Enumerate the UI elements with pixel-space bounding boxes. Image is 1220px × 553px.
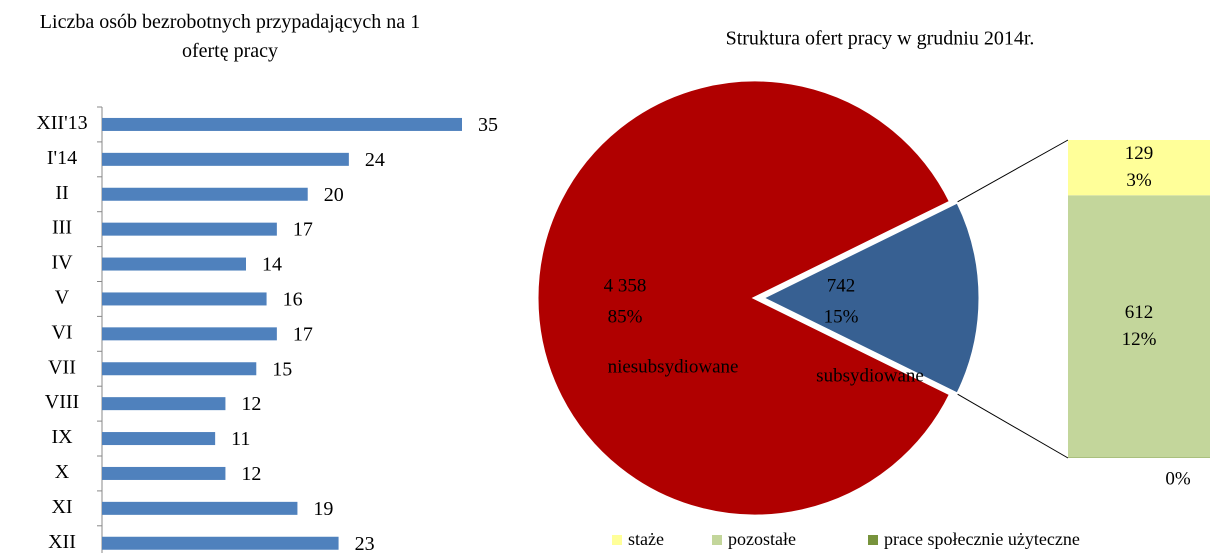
- value-label: 612: [1125, 302, 1154, 323]
- legend-label: pozostałe: [728, 529, 796, 549]
- data-label: 12: [241, 393, 261, 415]
- y-tick-label: IX: [51, 426, 73, 448]
- bar-segment: [1068, 140, 1210, 196]
- value-label: 129: [1125, 143, 1154, 164]
- bar: [102, 397, 226, 411]
- connector: [957, 393, 1069, 459]
- y-tick-label: X: [55, 461, 70, 483]
- legend-swatch: [612, 535, 622, 545]
- y-tick-label: XII'13: [36, 112, 87, 134]
- legend-swatch: [712, 535, 722, 545]
- data-label: 19: [313, 498, 333, 520]
- bar: [102, 362, 257, 376]
- bar: [102, 327, 277, 341]
- category-label: niesubsydiowane: [608, 356, 739, 377]
- value-label: 4 358: [604, 275, 647, 296]
- legend-swatch: [868, 535, 878, 545]
- y-tick-label: III: [52, 217, 72, 239]
- bar: [102, 432, 216, 446]
- data-label: 15: [272, 358, 292, 380]
- y-tick-label: IV: [51, 252, 73, 274]
- percent-label: 85%: [608, 306, 643, 327]
- connector: [957, 139, 1069, 203]
- bar: [102, 222, 277, 236]
- data-label: 23: [355, 533, 375, 553]
- data-label: 17: [293, 323, 313, 345]
- y-tick-label: V: [55, 287, 70, 309]
- data-label: 20: [324, 184, 344, 206]
- pie-slice: [758, 199, 982, 397]
- y-tick-label: VII: [48, 356, 76, 378]
- data-label: 16: [283, 289, 303, 311]
- bar: [102, 117, 462, 131]
- percent-label: 3%: [1126, 170, 1152, 191]
- legend-label: prace społecznie użyteczne: [884, 529, 1080, 549]
- bar: [102, 536, 339, 550]
- legend-label: staże: [628, 529, 664, 549]
- pie-chart-title: Struktura ofert pracy w grudniu 2014r.: [726, 28, 1035, 50]
- bar: [102, 187, 308, 201]
- data-label: 35: [478, 114, 498, 136]
- data-label: 12: [241, 463, 261, 485]
- bar-chart-title: Liczba osób bezrobotnych przypadających …: [39, 11, 421, 62]
- data-label: 17: [293, 219, 313, 241]
- percent-label: 12%: [1122, 329, 1157, 350]
- data-label: 11: [231, 428, 250, 450]
- y-tick-label: VIII: [45, 391, 79, 413]
- pie-slice: [535, 78, 953, 518]
- data-label: 14: [262, 254, 282, 276]
- bar: [102, 257, 246, 271]
- bar: [102, 466, 226, 480]
- value-label: 742: [827, 275, 856, 296]
- y-tick-label: XII: [48, 531, 76, 553]
- y-tick-label: VI: [51, 321, 72, 343]
- category-label: subsydiowane: [816, 365, 924, 386]
- percent-label: 15%: [824, 306, 859, 327]
- percent-label: 0%: [1165, 468, 1191, 489]
- y-tick-label: XI: [51, 496, 72, 518]
- y-tick-label: I'14: [47, 147, 77, 169]
- bar-segment: [1068, 195, 1210, 458]
- bar: [102, 152, 349, 166]
- bar: [102, 501, 298, 515]
- data-label: 24: [365, 149, 385, 171]
- bar: [102, 292, 267, 306]
- y-tick-label: II: [55, 182, 68, 204]
